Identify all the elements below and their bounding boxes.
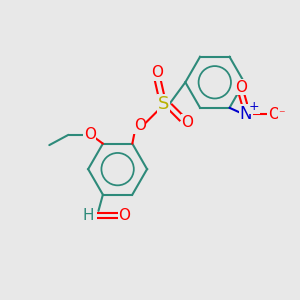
Text: +: + xyxy=(249,100,259,113)
Text: N: N xyxy=(239,105,252,123)
Text: O: O xyxy=(118,208,130,223)
Text: O: O xyxy=(182,115,194,130)
Text: O: O xyxy=(268,107,280,122)
Text: O: O xyxy=(235,80,247,95)
Text: O: O xyxy=(84,127,96,142)
Text: O: O xyxy=(152,65,164,80)
Text: S: S xyxy=(158,95,169,113)
Text: H: H xyxy=(82,208,94,223)
Text: ⁻: ⁻ xyxy=(279,108,285,121)
Text: O: O xyxy=(134,118,146,134)
